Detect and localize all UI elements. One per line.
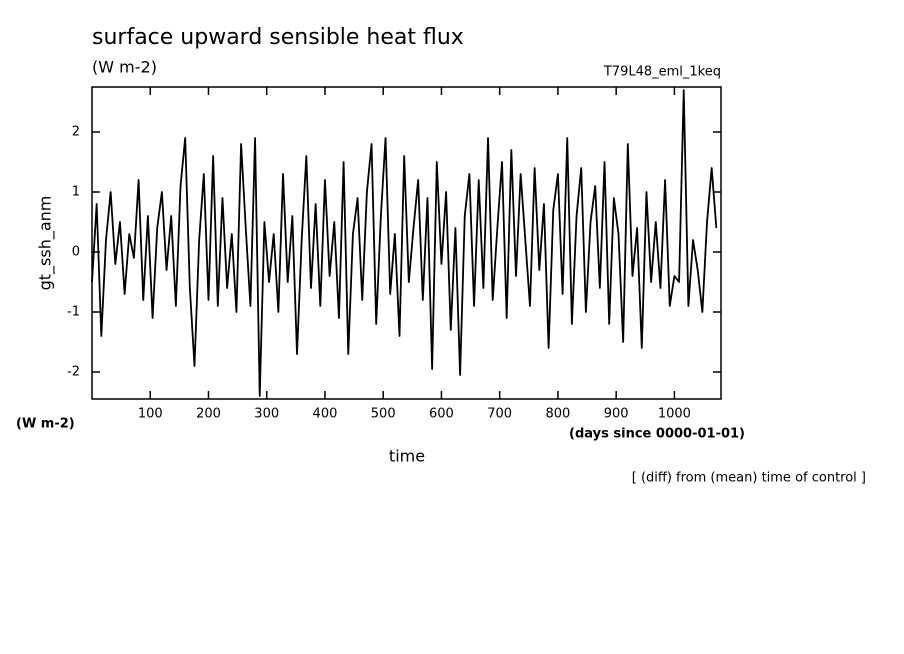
x-tick-label: 900 — [604, 407, 629, 422]
x-axis-label: time — [389, 447, 425, 466]
chart-title: surface upward sensible heat flux — [92, 25, 464, 50]
x-tick-label: 300 — [254, 407, 279, 422]
y-tick-label: 1 — [72, 185, 80, 200]
y-unit: (W m-2) — [16, 417, 75, 432]
x-tick-label: 700 — [487, 407, 512, 422]
x-tick-label: 500 — [371, 407, 396, 422]
x-tick-label: 200 — [196, 407, 221, 422]
x-tick-label: 1000 — [658, 407, 691, 422]
y-tick-label: 2 — [72, 125, 80, 140]
chart-subtitle: (W m-2) — [92, 58, 157, 77]
y-tick-label: -2 — [67, 365, 80, 380]
data-line — [91, 89, 718, 397]
x-tick-label: 600 — [429, 407, 454, 422]
x-tick-label: 100 — [138, 407, 163, 422]
y-axis-label: gt_ssh_anm — [36, 196, 56, 291]
y-tick-label: 0 — [72, 245, 80, 260]
plot-frame — [91, 86, 722, 400]
x-tick-label: 800 — [546, 407, 571, 422]
x-unit: (days since 0000-01-01) — [569, 427, 745, 442]
y-tick-label: -1 — [67, 305, 80, 320]
run-label: T79L48_eml_1keq — [603, 65, 721, 80]
x-tick-label: 400 — [313, 407, 338, 422]
note: [ (diff) from (mean) time of control ] — [632, 471, 866, 486]
